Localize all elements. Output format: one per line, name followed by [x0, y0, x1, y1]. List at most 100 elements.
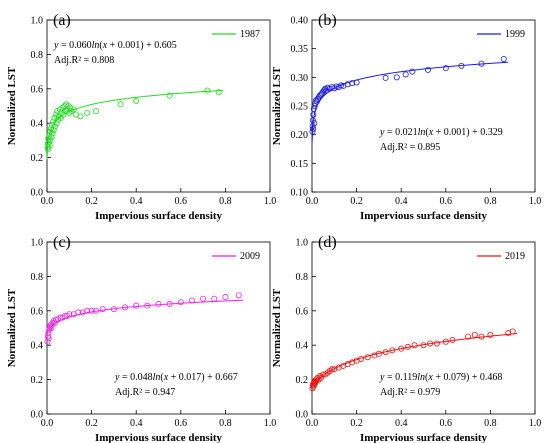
fit-curve — [311, 333, 518, 386]
y-tick-label: 0.25 — [291, 102, 309, 113]
data-point — [70, 106, 77, 113]
y-tick-label: 0.0 — [31, 410, 44, 421]
y-tick-label: 0.6 — [296, 306, 309, 317]
x-axis-label: Impervious surface density — [360, 432, 488, 443]
data-point — [311, 120, 318, 127]
data-point — [449, 337, 456, 344]
x-tick-label: 0.0 — [41, 196, 54, 207]
equation-paren: ( — [99, 40, 103, 51]
chart-panel-4: 0.0 0.2 0.4 0.6 0.8 1.0 0.0 0.2 0.4 0.6 0.8 1.0 Impe… — [271, 234, 541, 443]
data-point — [442, 338, 449, 345]
data-point — [52, 123, 59, 130]
data-point — [47, 137, 54, 144]
data-point — [133, 302, 140, 309]
equation-y: y — [114, 372, 120, 383]
equation-ln: ln — [417, 372, 425, 383]
adj-r2: Adj.R² = 0.947 — [115, 387, 175, 398]
data-point — [222, 294, 229, 301]
equation-y: y — [379, 127, 385, 138]
data-point — [500, 55, 507, 62]
data-point — [471, 331, 478, 338]
chart-panel-3: 0.0 0.2 0.4 0.6 0.8 1.0 0.0 0.2 0.4 0.6 0.8 1.0 Impe… — [6, 234, 276, 443]
data-point — [84, 109, 91, 116]
y-tick-label: 0.6 — [31, 306, 44, 317]
data-point — [465, 333, 472, 340]
data-point — [50, 127, 57, 134]
legend-label: 1999 — [505, 29, 525, 40]
y-tick-label: 0.35 — [291, 44, 309, 55]
data-point — [45, 139, 52, 146]
data-point — [49, 130, 56, 137]
x-tick-label: 0.2 — [85, 196, 98, 207]
data-point — [93, 307, 100, 314]
data-point — [93, 108, 100, 115]
y-tick-label: 0.10 — [291, 188, 309, 199]
data-point — [424, 66, 431, 73]
data-point — [52, 111, 59, 118]
data-point — [235, 292, 242, 299]
data-point — [353, 79, 360, 86]
legend-label: 2019 — [505, 251, 525, 262]
legend-label: 1987 — [240, 29, 260, 40]
equation-x: x — [428, 127, 434, 138]
x-tick-label: 0.2 — [85, 418, 98, 429]
data-point — [166, 300, 173, 307]
data-point — [200, 295, 207, 302]
data-point — [310, 111, 317, 118]
data-point — [364, 354, 371, 361]
data-point — [382, 349, 389, 356]
data-point — [51, 319, 58, 326]
fit-equation: y = 0.021ln(x + 0.001) + 0.329 — [379, 127, 503, 138]
equation-ln: ln — [418, 127, 426, 138]
equation-y: y — [53, 40, 59, 51]
data-point — [49, 319, 56, 326]
x-axis-label: Impervious surface density — [95, 210, 223, 222]
data-point — [53, 120, 60, 127]
x-tick-label: 0.4 — [130, 196, 143, 207]
data-point — [458, 62, 465, 69]
y-tick-label: 0.4 — [296, 341, 309, 352]
x-tick-label: 0.8 — [484, 196, 497, 207]
y-tick-label: 0.8 — [296, 272, 309, 283]
y-tick-label: 0.4 — [31, 119, 44, 130]
equation-coef: = 0.119 — [384, 372, 417, 383]
data-point — [99, 306, 106, 313]
data-point — [204, 87, 211, 94]
fit-equation: y = 0.060ln(x + 0.001) + 0.605 — [53, 40, 177, 51]
data-point — [427, 340, 434, 347]
y-tick-label: 0.2 — [31, 153, 44, 164]
data-point — [88, 307, 95, 314]
equation-paren: ( — [160, 372, 164, 383]
adj-r2: Adj.R² = 0.895 — [380, 142, 440, 153]
equation-x: x — [102, 40, 108, 51]
y-tick-label: 0.15 — [291, 159, 309, 170]
y-tick-label: 1.0 — [31, 16, 44, 27]
fit-equation: y = 0.048ln(x + 0.017) + 0.667 — [114, 372, 238, 383]
data-point — [382, 74, 389, 81]
y-tick-label: 1.0 — [296, 238, 309, 249]
equation-rest: + 0.017) + 0.667 — [168, 372, 238, 383]
data-point — [44, 338, 51, 345]
y-axis-label: Normalized LST — [271, 288, 283, 367]
plot-frame — [46, 19, 271, 193]
equation-coef: = 0.048 — [119, 372, 152, 383]
data-point — [66, 311, 73, 318]
data-point — [110, 306, 117, 313]
equation-y: y — [379, 372, 385, 383]
x-axis-label: Impervious surface density — [360, 210, 488, 222]
y-axis-label: Normalized LST — [6, 66, 18, 145]
x-tick-label: 0.6 — [440, 196, 453, 207]
y-tick-label: 0.8 — [31, 272, 44, 283]
equation-coef: = 0.021 — [384, 127, 417, 138]
data-point — [333, 83, 340, 90]
data-point — [409, 68, 416, 75]
data-point — [309, 128, 316, 135]
equation-rest: + 0.001) + 0.329 — [433, 127, 503, 138]
panel-label: (d) — [318, 234, 337, 251]
data-point — [337, 82, 344, 89]
x-tick-label: 1.0 — [529, 418, 542, 429]
x-tick-label: 1.0 — [264, 196, 277, 207]
data-point — [349, 80, 356, 87]
data-point — [312, 380, 319, 387]
